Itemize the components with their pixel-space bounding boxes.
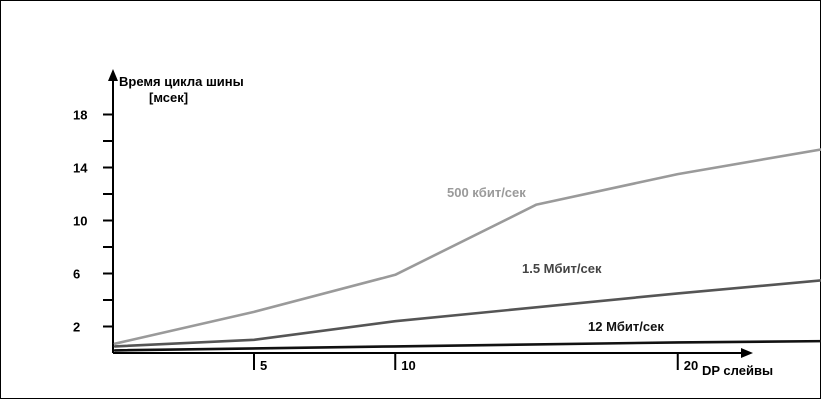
x-tick-label: 10 bbox=[401, 358, 415, 373]
x-axis-arrow bbox=[741, 348, 753, 358]
series-label-12-mbit: 12 Мбит/сек bbox=[588, 319, 664, 334]
series-line-2 bbox=[113, 339, 821, 352]
x-tick-label: 5 bbox=[260, 358, 267, 373]
y-axis-label-line-1: Время цикла шины bbox=[119, 74, 244, 89]
y-tick-label: 14 bbox=[73, 161, 88, 176]
series-line-1 bbox=[113, 279, 821, 348]
y-tick-label: 2 bbox=[73, 320, 80, 335]
series-line-0 bbox=[113, 148, 821, 346]
x-axis-label: DP слейвы bbox=[702, 363, 773, 378]
y-ticks: 2 6 10 14 18 bbox=[73, 108, 113, 335]
x-tick-label: 20 bbox=[684, 358, 698, 373]
x-ticks: 5102030 bbox=[253, 353, 698, 373]
series-label-500-kbit: 500 кбит/сек bbox=[447, 185, 526, 200]
y-axis-arrow bbox=[108, 69, 118, 81]
y-tick-label: 18 bbox=[73, 108, 87, 123]
series-label-1-5-mbit: 1.5 Мбит/сек bbox=[522, 261, 602, 276]
y-axis-label-line-2: [мсек] bbox=[149, 90, 188, 105]
y-tick-label: 6 bbox=[73, 267, 80, 282]
axes bbox=[108, 69, 753, 358]
y-tick-label: 10 bbox=[73, 214, 87, 229]
series-group bbox=[113, 148, 821, 352]
